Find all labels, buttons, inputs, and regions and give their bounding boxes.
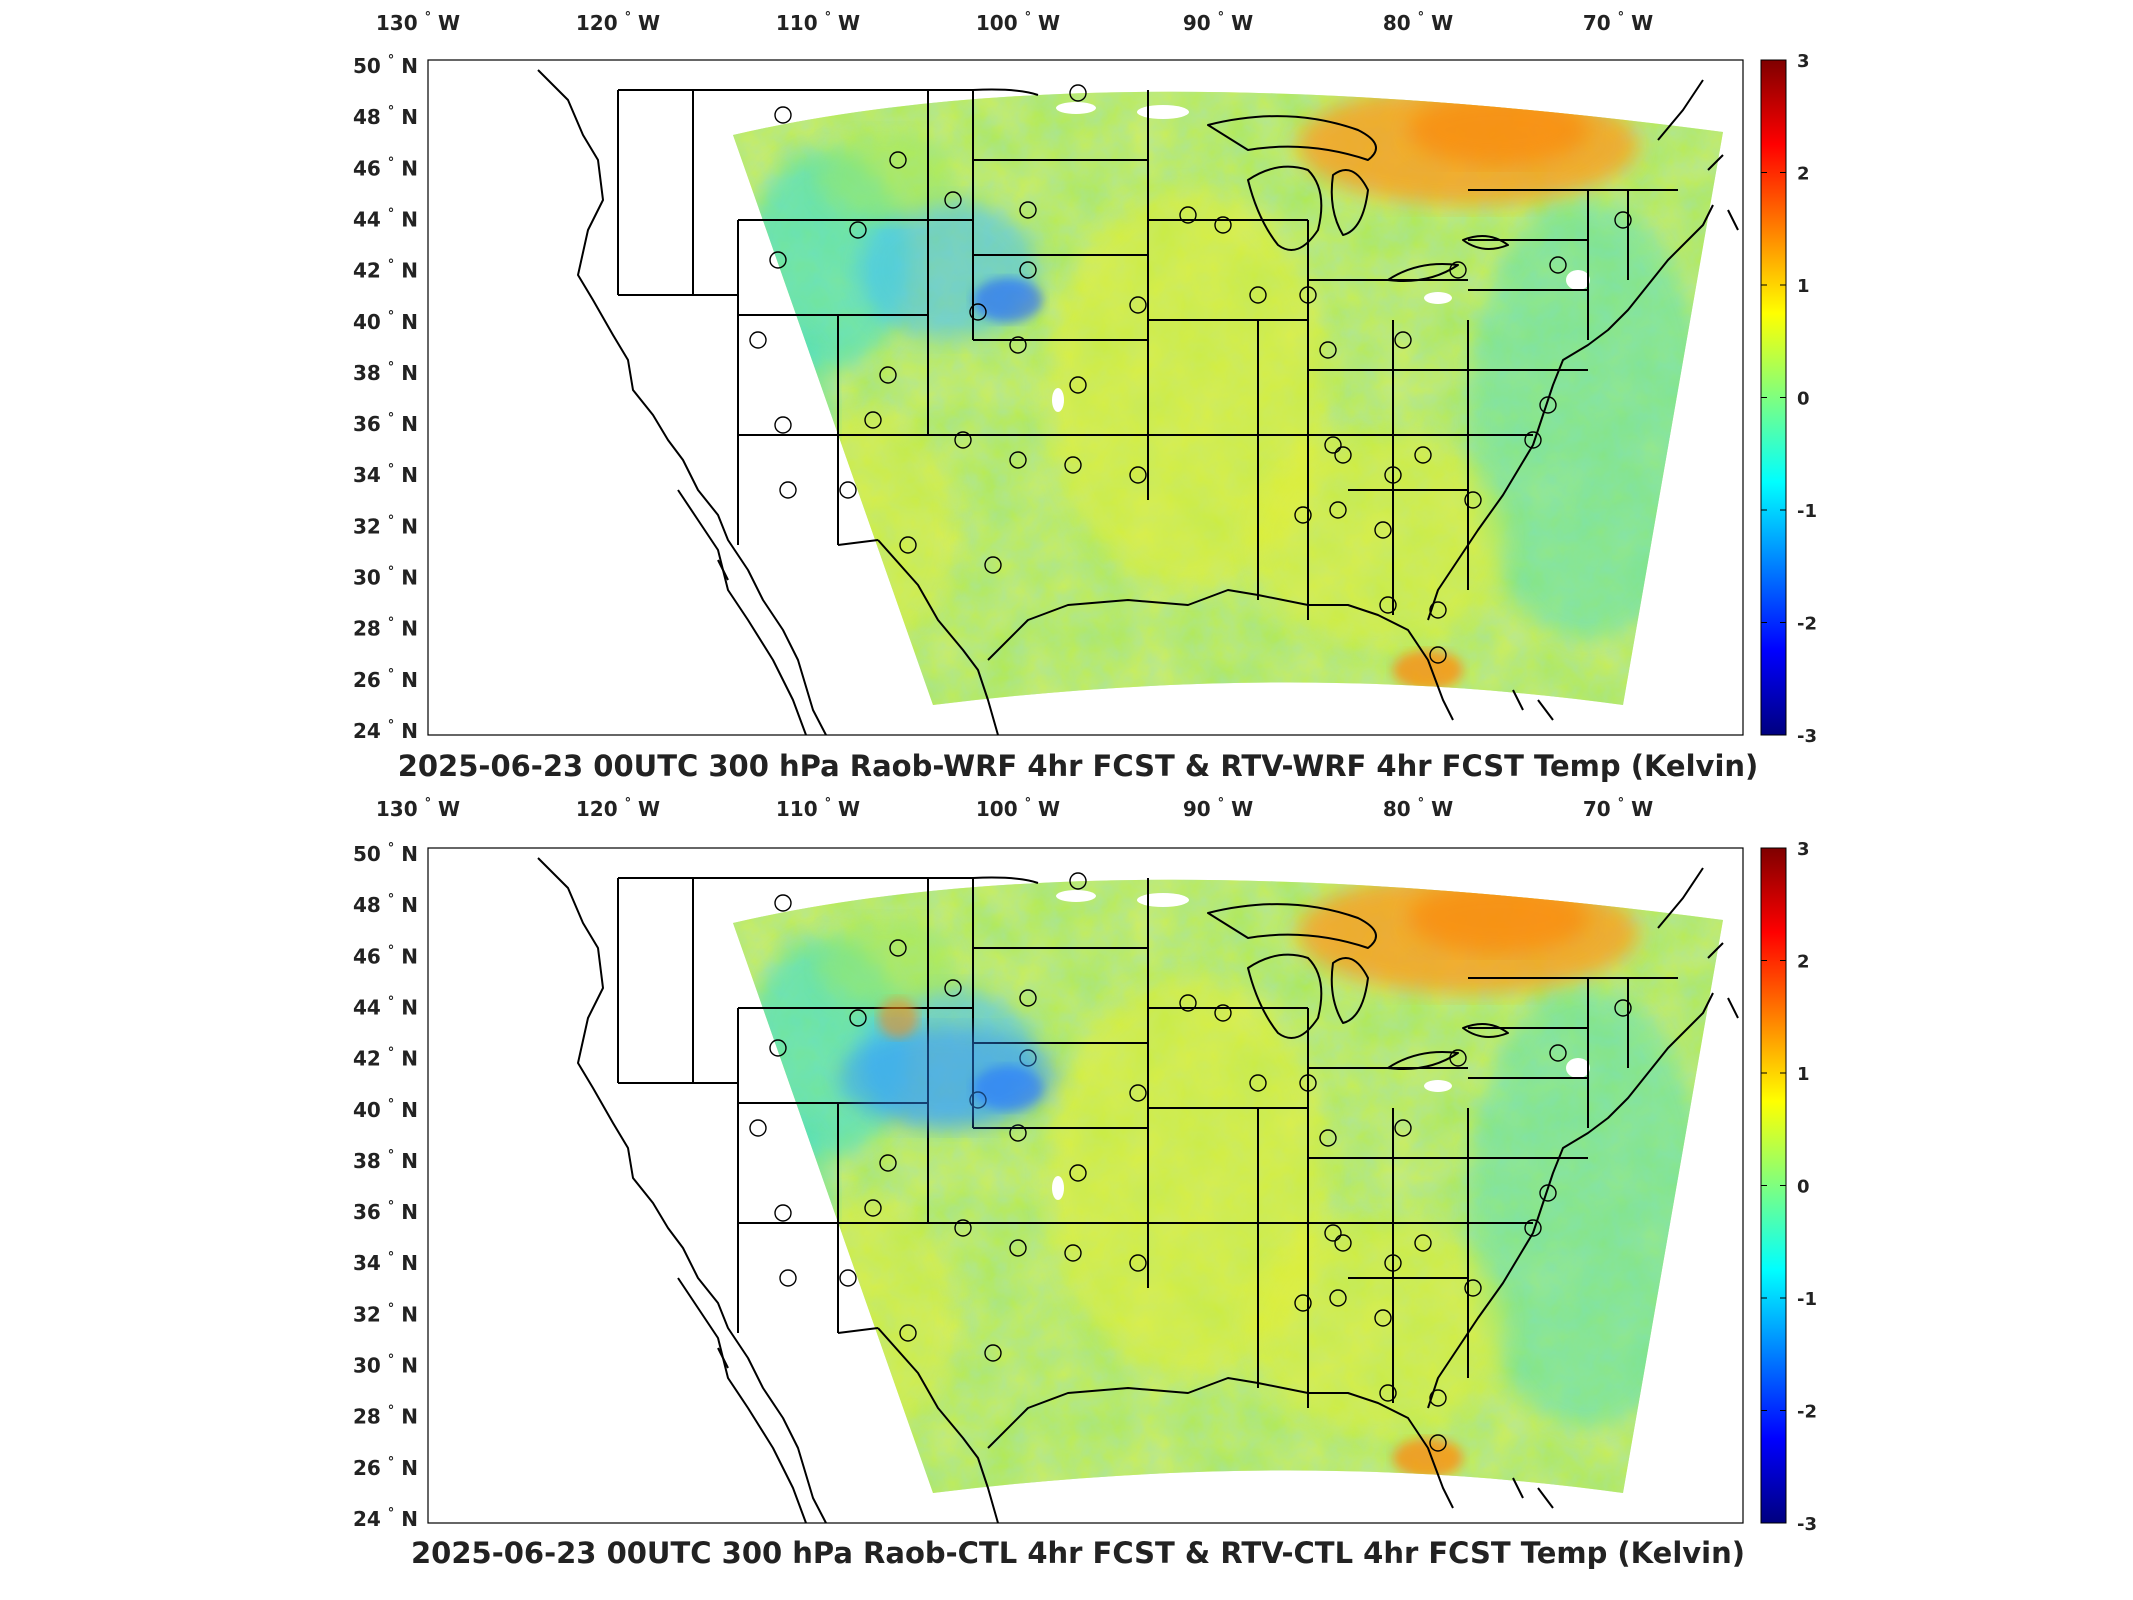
lat-tick-label: 42 ° N <box>353 258 418 283</box>
panel-top <box>427 59 1744 736</box>
lat-tick-label: 34 ° N <box>353 462 418 487</box>
lat-tick-label: 40 ° N <box>353 1097 418 1122</box>
lat-tick-label: 28 ° N <box>353 616 418 641</box>
colorbar-top: 3 2 1 0 -1 -2 -3 <box>1760 51 1817 747</box>
lat-tick-label: 40 ° N <box>353 309 418 334</box>
longitude-labels-bottom: 130 ° W 120 ° W 110 ° W 100 ° W 90 ° W 80 ° W… <box>376 796 1653 821</box>
lat-tick-label: 36 ° N <box>353 411 418 436</box>
lat-tick-label: 32 ° N <box>353 1301 418 1326</box>
lat-tick-label: 34 ° N <box>353 1250 418 1275</box>
lat-tick-label: 38 ° N <box>353 360 418 385</box>
lon-tick-label: 110 ° W <box>776 796 860 821</box>
colorbar-tick-label: 0 <box>1797 1177 1810 1198</box>
lat-tick-label: 26 ° N <box>353 1455 418 1480</box>
lat-tick-label: 48 ° N <box>353 892 418 917</box>
lon-tick-label: 120 ° W <box>576 10 660 35</box>
lon-tick-label: 120 ° W <box>576 796 660 821</box>
lat-tick-label: 30 ° N <box>353 1353 418 1378</box>
lon-tick-label: 80 ° W <box>1383 10 1453 35</box>
lat-tick-label: 24 ° N <box>353 1506 418 1531</box>
lat-tick-label: 28 ° N <box>353 1404 418 1429</box>
colorbar-tick-label: 3 <box>1797 51 1810 72</box>
lat-tick-label: 50 ° N <box>353 53 418 78</box>
colorbar-ticks-bottom: 3 2 1 0 -1 -2 -3 <box>1761 839 1817 1535</box>
colorbar-tick-label: -1 <box>1797 1289 1817 1310</box>
longitude-labels-top: 130 ° W 120 ° W 110 ° W 100 ° W 90 ° W 80 ° W… <box>376 10 1653 35</box>
panel-title-top: 2025-06-23 00UTC 300 hPa Raob-WRF 4hr FC… <box>398 749 1759 783</box>
lon-tick-label: 90 ° W <box>1183 796 1253 821</box>
colorbar-tick-label: 1 <box>1797 276 1810 297</box>
panel-bottom <box>427 847 1744 1524</box>
lat-tick-label: 36 ° N <box>353 1199 418 1224</box>
lon-tick-label: 70 ° W <box>1583 796 1653 821</box>
lat-tick-label: 44 ° N <box>353 994 418 1019</box>
lat-tick-label: 46 ° N <box>353 943 418 968</box>
lat-tick-label: 42 ° N <box>353 1046 418 1071</box>
colorbar-tick-label: -1 <box>1797 501 1817 522</box>
lon-tick-label: 90 ° W <box>1183 10 1253 35</box>
lat-tick-label: 32 ° N <box>353 513 418 538</box>
colorbar-tick-label: 2 <box>1797 952 1810 973</box>
colorbar-tick-label: -2 <box>1797 1402 1817 1423</box>
lat-tick-label: 44 ° N <box>353 206 418 231</box>
colorbar-tick-label: 0 <box>1797 389 1810 410</box>
latitude-labels-top: 50 ° N 48 ° N 46 ° N 44 ° N 42 ° N 40 ° N 38 °… <box>353 53 418 743</box>
colorbar-tick-label: -2 <box>1797 614 1817 635</box>
lon-tick-label: 100 ° W <box>976 10 1060 35</box>
colorbar-bottom: 3 2 1 0 -1 -2 -3 <box>1760 839 1817 1535</box>
lat-tick-label: 38 ° N <box>353 1148 418 1173</box>
lat-tick-label: 30 ° N <box>353 565 418 590</box>
colorbar-tick-label: -3 <box>1797 1514 1817 1535</box>
colorbar-ticks-top: 3 2 1 0 -1 -2 -3 <box>1761 51 1817 747</box>
lat-tick-label: 46 ° N <box>353 155 418 180</box>
lon-tick-label: 70 ° W <box>1583 10 1653 35</box>
colorbar-tick-label: 2 <box>1797 164 1810 185</box>
lat-tick-label: 50 ° N <box>353 841 418 866</box>
colorbar-tick-label: 3 <box>1797 839 1810 860</box>
lat-tick-label: 26 ° N <box>353 667 418 692</box>
lon-tick-label: 130 ° W <box>376 796 460 821</box>
lon-tick-label: 110 ° W <box>776 10 860 35</box>
lon-tick-label: 100 ° W <box>976 796 1060 821</box>
colorbar-tick-label: -3 <box>1797 726 1817 747</box>
lat-tick-label: 24 ° N <box>353 718 418 743</box>
lon-tick-label: 130 ° W <box>376 10 460 35</box>
panel-title-bottom: 2025-06-23 00UTC 300 hPa Raob-CTL 4hr FC… <box>411 1536 1745 1570</box>
latitude-labels-bottom: 50 ° N 48 ° N 46 ° N 44 ° N 42 ° N 40 ° N 38 °… <box>353 841 418 1531</box>
lat-tick-label: 48 ° N <box>353 104 418 129</box>
colorbar-tick-label: 1 <box>1797 1064 1810 1085</box>
lon-tick-label: 80 ° W <box>1383 796 1453 821</box>
